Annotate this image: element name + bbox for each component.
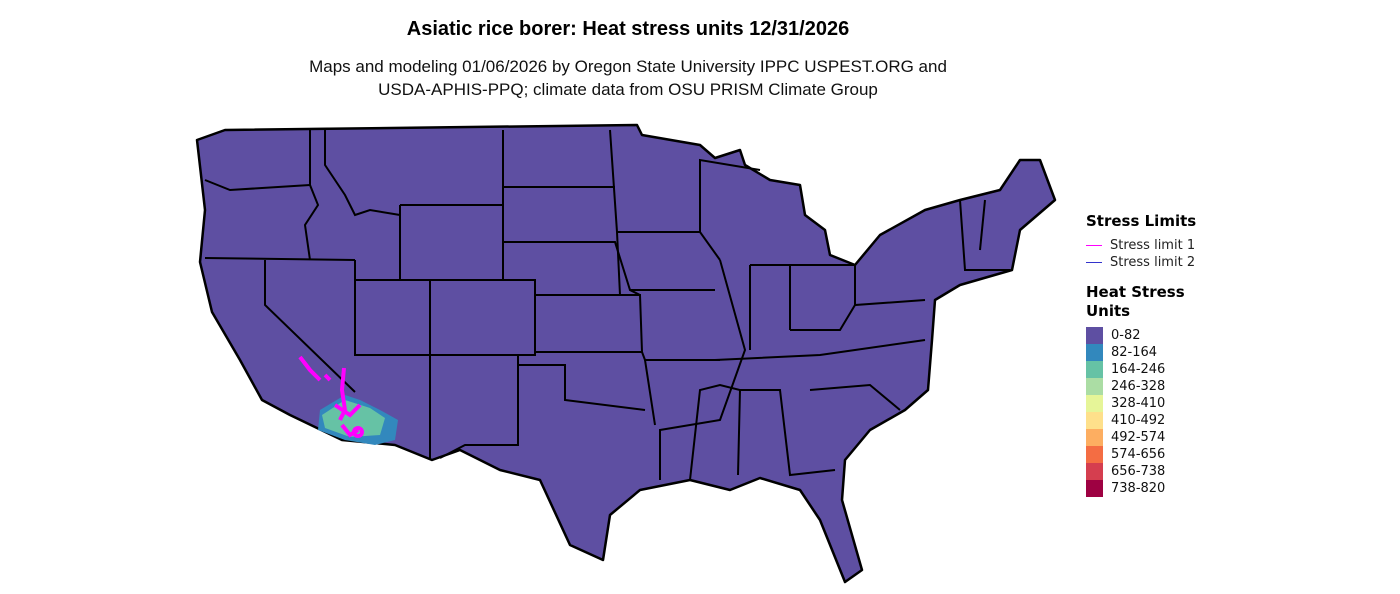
legend-bin-label: 0-82 xyxy=(1111,328,1141,343)
stress-limit-1-label: Stress limit 1 xyxy=(1110,238,1196,253)
heat-stress-area xyxy=(298,355,398,445)
stress-limit-2-label: Stress limit 2 xyxy=(1110,255,1196,270)
heat-stress-units-title: Heat Stress Units xyxy=(1086,283,1185,320)
contiguous-us-landmass xyxy=(195,123,1057,584)
legend-bin-label: 492-574 xyxy=(1111,430,1166,445)
stress-limits-title: Stress Limits xyxy=(1086,212,1197,230)
legend-bin-label: 164-246 xyxy=(1111,362,1166,377)
legend-swatch xyxy=(1086,446,1103,463)
legend-swatch xyxy=(1086,412,1103,429)
state-borders xyxy=(204,129,1010,481)
legend-bin: 574-656 xyxy=(1086,446,1196,463)
legend-bin: 0-82 xyxy=(1086,327,1196,344)
legend-bin-label: 738-820 xyxy=(1111,481,1166,496)
legend-bin-label: 656-738 xyxy=(1111,464,1166,479)
legend-swatch xyxy=(1086,344,1103,361)
stress-limit-1-line-icon xyxy=(1086,244,1102,247)
legend-bin: 656-738 xyxy=(1086,463,1196,480)
legend-swatch xyxy=(1086,480,1103,497)
legend-bin: 328-410 xyxy=(1086,395,1196,412)
stress-limit-2-entry: Stress limit 2 xyxy=(1086,254,1196,271)
stress-limit-1-entry: Stress limit 1 xyxy=(1086,237,1196,254)
heat-zone-164-246 xyxy=(322,400,385,437)
legend-bin-label: 410-492 xyxy=(1111,413,1166,428)
stress-limit-2-line-icon xyxy=(1086,261,1102,264)
legend-swatch xyxy=(1086,463,1103,480)
legend-bin: 246-328 xyxy=(1086,378,1196,395)
legend-swatch xyxy=(1086,429,1103,446)
legend-bin: 738-820 xyxy=(1086,480,1196,497)
map-title: Asiatic rice borer: Heat stress units 12… xyxy=(406,18,850,40)
legend-swatch xyxy=(1086,378,1103,395)
subtitle-line-2: USDA-APHIS-PPQ; climate data from OSU PR… xyxy=(378,80,878,99)
legend-bin-label: 82-164 xyxy=(1111,345,1158,360)
legend: Stress Limits Stress limit 1 Stress limi… xyxy=(1086,212,1196,497)
legend-bin-label: 574-656 xyxy=(1111,447,1166,462)
legend-bin: 82-164 xyxy=(1086,344,1196,361)
legend-bin-label: 328-410 xyxy=(1111,396,1166,411)
legend-swatch xyxy=(1086,361,1103,378)
legend-swatch xyxy=(1086,395,1103,412)
stress-limit-1-contours xyxy=(298,355,364,438)
subtitle-line-1: Maps and modeling 01/06/2026 by Oregon S… xyxy=(309,57,947,76)
legend-swatch xyxy=(1086,327,1103,344)
legend-bin: 492-574 xyxy=(1086,429,1196,446)
map-subtitle: Maps and modeling 01/06/2026 by Oregon S… xyxy=(0,55,1256,101)
legend-bin-label: 246-328 xyxy=(1111,379,1166,394)
legend-bin: 164-246 xyxy=(1086,361,1196,378)
legend-bin: 410-492 xyxy=(1086,412,1196,429)
